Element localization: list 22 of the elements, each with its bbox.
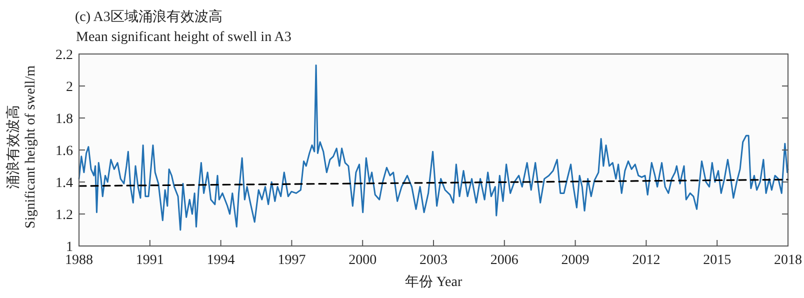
x-tick-label: 2015 [703,253,732,268]
y-tick-label: 1 [66,240,73,255]
x-tick-label: 1994 [206,253,235,268]
x-tick-label: 2012 [632,253,660,268]
y-tick-label: 1.2 [56,208,73,223]
y-axis-title: 涌浪有效波高 Significant height of swell/m [6,65,38,228]
x-tick-label: 2018 [774,253,802,268]
x-tick-label: 1991 [136,253,164,268]
x-tick-label: 2006 [490,253,518,268]
chart-subtitle: Mean significant height of swell in A3 [76,30,292,45]
x-tick-label: 1988 [65,253,93,268]
chart-title: (c) A3区域涌浪有效波高 [75,9,222,25]
x-axis-title: 年份 Year [404,274,462,290]
y-tick-label: 1.8 [56,112,73,127]
y-tick-label: 1.4 [56,176,73,191]
x-tick-label: 1997 [278,253,306,268]
x-tick-label: 2009 [561,253,590,268]
y-tick-label: 2 [66,80,73,95]
y-tick-label: 1.6 [56,144,73,159]
y-tick-label: 2.2 [56,48,73,63]
x-tick-label: 2000 [348,253,377,268]
x-tick-label: 2003 [420,253,448,268]
